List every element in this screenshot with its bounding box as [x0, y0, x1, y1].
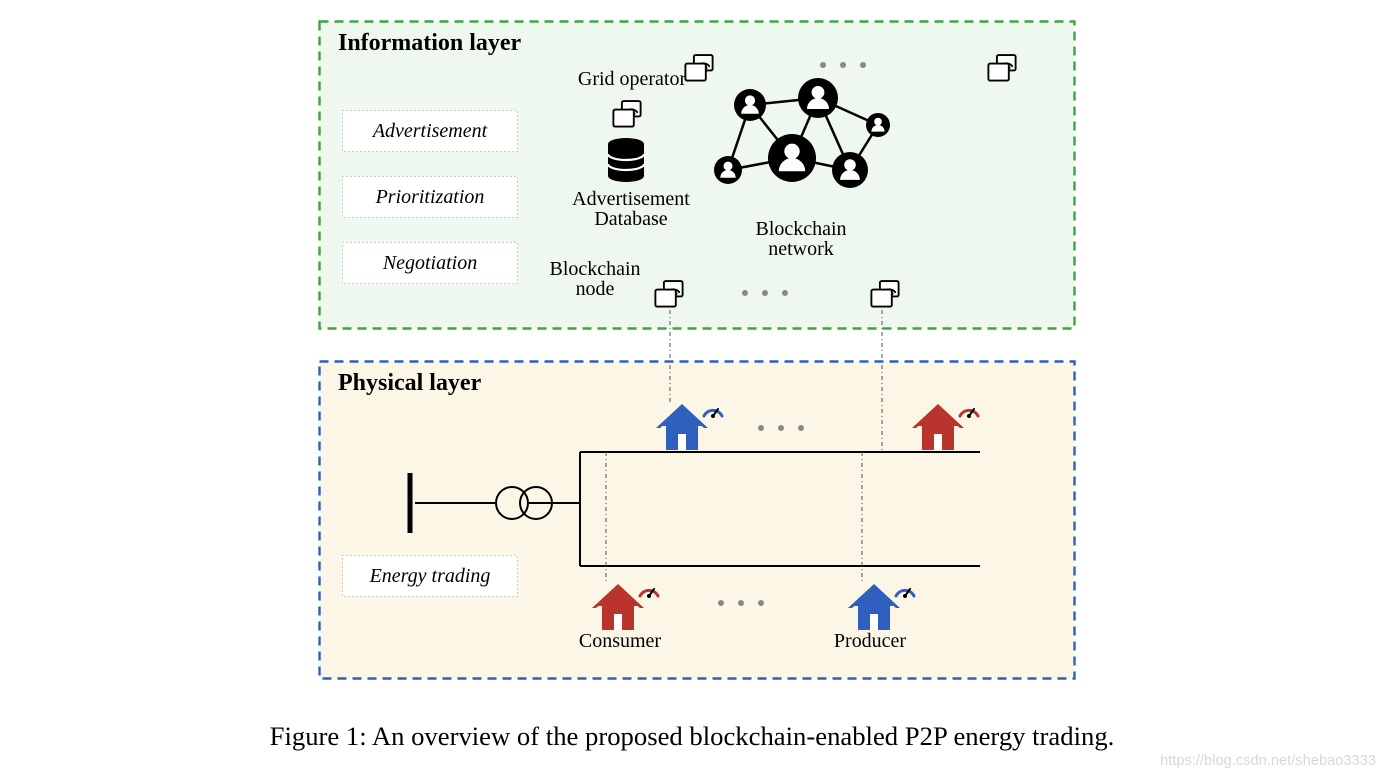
- figure-caption: Figure 1: An overview of the proposed bl…: [0, 721, 1384, 752]
- house-bottom-0: [592, 580, 658, 634]
- figure-stage: Information layerPhysical layerAdvertise…: [0, 0, 1384, 773]
- house-top-1: [912, 400, 978, 454]
- house-top-0: [656, 400, 722, 454]
- grid-network-lines: [0, 0, 1384, 773]
- house-bottom-1: [848, 580, 914, 634]
- watermark-text: https://blog.csdn.net/shebao3333: [1160, 753, 1376, 769]
